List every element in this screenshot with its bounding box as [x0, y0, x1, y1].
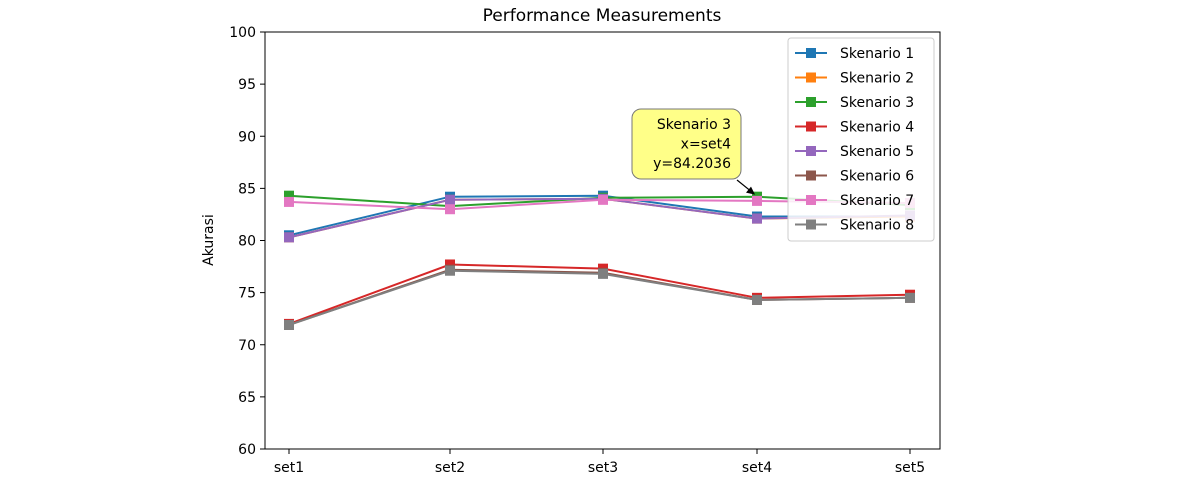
data-point [445, 194, 455, 205]
data-point [752, 294, 762, 305]
x-tick-label: set1 [274, 460, 304, 476]
y-tick-label: 75 [238, 286, 256, 302]
legend-label: Skenario 1 [840, 46, 914, 62]
series-8 [284, 265, 915, 330]
data-point [445, 259, 455, 270]
legend: Skenario 1 Skenario 2 Skenario 3 Skenario 4… [787, 37, 935, 242]
legend-item: Skenario 6 [795, 169, 914, 185]
data-point [284, 319, 294, 330]
data-point [752, 213, 762, 224]
legend-marker [806, 121, 816, 132]
data-point [598, 268, 608, 279]
data-point [284, 232, 294, 243]
y-axis-label: Akurasi [201, 214, 217, 266]
legend-label: Skenario 3 [840, 95, 914, 111]
y-tick-label: 70 [238, 338, 256, 354]
data-point [598, 194, 608, 205]
data-point [752, 195, 762, 206]
legend-item: Skenario 2 [795, 71, 914, 87]
x-tick-label: set3 [588, 460, 618, 476]
annotation: Skenario 3 x=set4 y=84.2036 [631, 108, 755, 195]
legend-item: Skenario 7 [795, 193, 914, 209]
arrow-head [746, 186, 755, 195]
y-tick-label: 90 [238, 129, 256, 145]
legend-marker [806, 219, 816, 230]
axes-layer: 60 65 70 75 80 85 90 95 100 set1 set2 set3 set4 set5 [229, 25, 941, 476]
annotation-text: x=set4 [681, 137, 731, 153]
data-point [284, 196, 294, 207]
x-tick-label: set4 [742, 460, 772, 476]
y-tick-label: 65 [238, 390, 256, 406]
legend-label: Skenario 7 [840, 193, 914, 209]
y-tick-label: 85 [238, 181, 256, 197]
legend-item: Skenario 3 [795, 95, 914, 111]
legend-label: Skenario 5 [840, 144, 914, 160]
legend-box [787, 37, 935, 242]
chart-title: Performance Measurements [483, 6, 722, 26]
data-point [284, 190, 294, 201]
legend-item: Skenario 4 [795, 120, 914, 136]
y-tick-label: 95 [238, 77, 256, 93]
data-point [445, 204, 455, 215]
series-layer [284, 190, 915, 330]
legend-label: Skenario 4 [840, 120, 914, 136]
legend-item: Skenario 8 [795, 218, 914, 234]
annotation-box [631, 108, 742, 180]
legend-item: Skenario 5 [795, 144, 914, 160]
legend-marker [806, 97, 816, 107]
y-tick-label: 60 [238, 442, 256, 458]
legend-label: Skenario 2 [840, 71, 914, 87]
x-tick-label: set2 [435, 460, 465, 476]
x-tick-label: set5 [895, 460, 925, 476]
y-tick-label: 80 [238, 234, 256, 250]
legend-marker [806, 72, 816, 83]
legend-marker [806, 195, 816, 205]
data-point [905, 292, 915, 303]
y-tick-label: 100 [229, 25, 256, 41]
data-point [445, 265, 455, 276]
legend-marker [806, 170, 816, 181]
annotation-text: Skenario 3 [657, 117, 731, 133]
legend-item: Skenario 1 [795, 46, 914, 62]
legend-marker [806, 48, 816, 58]
annotation-text: y=84.2036 [653, 156, 731, 172]
legend-label: Skenario 8 [840, 218, 914, 234]
legend-marker [806, 146, 816, 156]
legend-label: Skenario 6 [840, 169, 914, 185]
